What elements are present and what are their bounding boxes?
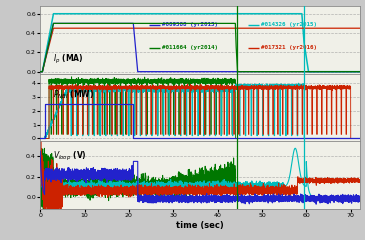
Text: #014326 (yr2015): #014326 (yr2015) bbox=[261, 22, 316, 27]
Text: $V_{loop}$ (V): $V_{loop}$ (V) bbox=[53, 150, 87, 163]
Text: #011664 (yr2014): #011664 (yr2014) bbox=[161, 45, 218, 50]
Text: $I_p$ (MA): $I_p$ (MA) bbox=[53, 53, 83, 66]
Text: $P_{NBI}$ (MW): $P_{NBI}$ (MW) bbox=[53, 88, 94, 101]
Text: #017321 (yr2016): #017321 (yr2016) bbox=[261, 45, 316, 50]
Text: #009388 (yr2013): #009388 (yr2013) bbox=[161, 22, 218, 27]
X-axis label: time (sec): time (sec) bbox=[176, 221, 224, 230]
